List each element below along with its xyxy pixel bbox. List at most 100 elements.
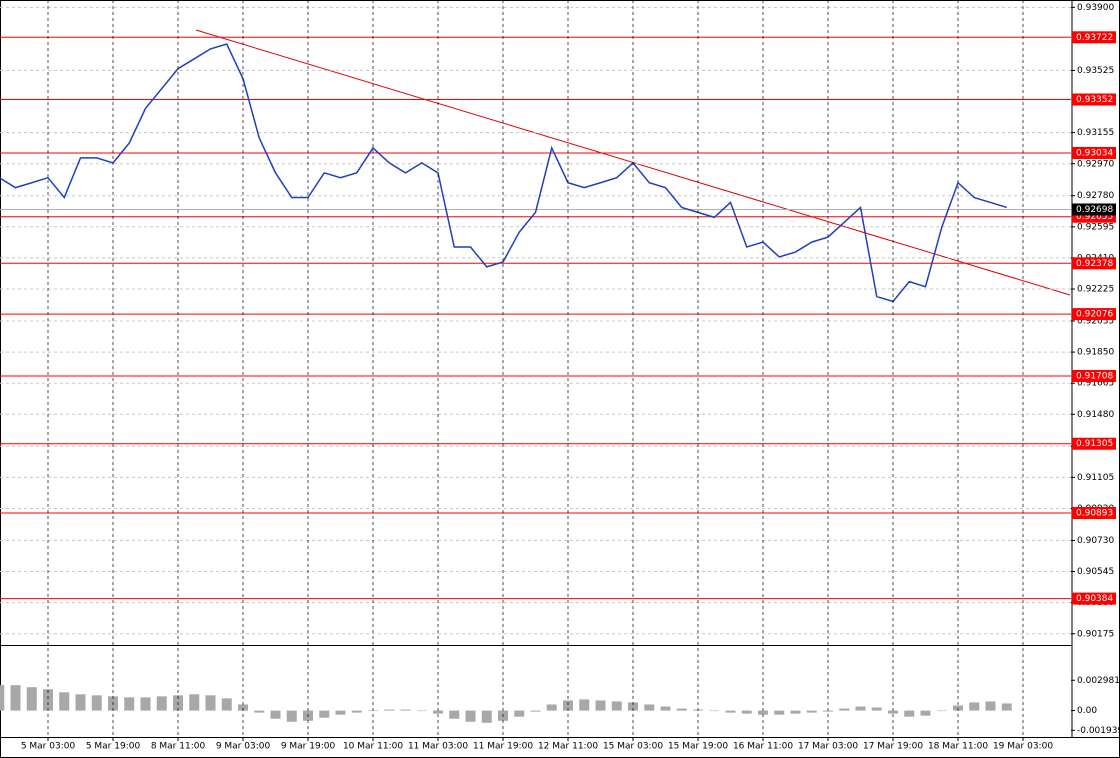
oscillator-bar bbox=[563, 700, 573, 711]
x-tick-label: 9 Mar 19:00 bbox=[281, 742, 336, 752]
oscillator-bar bbox=[839, 708, 850, 711]
oscillator-bar bbox=[286, 710, 297, 722]
oscillator-bar bbox=[0, 685, 5, 711]
level-label-box bbox=[1072, 146, 1116, 159]
y-tick-label: 0.90730 bbox=[1077, 536, 1114, 546]
oscillator-bar bbox=[741, 710, 752, 714]
x-tick-label: 8 Mar 11:00 bbox=[151, 742, 206, 752]
level-label: 0.93034 bbox=[1076, 148, 1113, 158]
oscillator-bar bbox=[758, 710, 768, 715]
oscillator-bar bbox=[888, 710, 898, 714]
oscillator-bar bbox=[156, 696, 167, 711]
y-tick-label: 0.00 bbox=[1077, 706, 1097, 716]
x-tick-label: 19 Mar 03:00 bbox=[993, 742, 1053, 752]
oscillator-bar bbox=[969, 702, 980, 711]
oscillator-bar bbox=[790, 710, 801, 714]
oscillator-bar bbox=[904, 710, 915, 717]
oscillator-bar bbox=[660, 706, 671, 711]
oscillator-bar bbox=[709, 710, 720, 712]
level-label: 0.90384 bbox=[1076, 594, 1113, 604]
x-tick-label: 15 Mar 03:00 bbox=[603, 742, 663, 752]
oscillator-bar bbox=[416, 710, 427, 712]
x-tick-label: 15 Mar 19:00 bbox=[668, 742, 728, 752]
oscillator-bar bbox=[806, 710, 817, 713]
oscillator-bar bbox=[335, 710, 346, 715]
x-tick-label: 11 Mar 19:00 bbox=[473, 742, 533, 752]
y-tick-label: 0.002981 bbox=[1077, 676, 1120, 686]
oscillator-bar bbox=[628, 702, 638, 711]
y-tick-label: 0.93900 bbox=[1077, 3, 1114, 13]
oscillator-bar bbox=[823, 710, 833, 712]
level-label-box bbox=[1072, 369, 1116, 382]
oscillator-bar bbox=[855, 706, 866, 711]
oscillator-bar bbox=[579, 699, 590, 711]
level-label-box bbox=[1072, 437, 1116, 450]
oscillator-bar bbox=[319, 710, 330, 718]
x-tick-label: 18 Mar 11:00 bbox=[928, 742, 988, 752]
x-tick-label: 9 Mar 03:00 bbox=[216, 742, 271, 752]
oscillator-bar bbox=[254, 710, 265, 713]
level-label-box bbox=[1072, 257, 1116, 270]
y-tick-label: 0.90545 bbox=[1077, 567, 1114, 577]
y-tick-label: -0.001939 bbox=[1077, 726, 1120, 736]
level-label: 0.92655 bbox=[1076, 212, 1113, 222]
x-tick-label: 17 Mar 19:00 bbox=[863, 742, 923, 752]
y-tick-label: 0.91480 bbox=[1077, 410, 1114, 420]
oscillator-bar bbox=[221, 698, 232, 711]
price-line bbox=[0, 43, 1007, 303]
oscillator-bar bbox=[725, 710, 736, 713]
y-tick-label: 0.92970 bbox=[1077, 159, 1114, 169]
oscillator-bar bbox=[384, 709, 395, 711]
oscillator-bar bbox=[351, 710, 362, 713]
oscillator-bar bbox=[920, 710, 931, 716]
y-tick-label: 0.92225 bbox=[1077, 285, 1114, 295]
level-label: 0.91305 bbox=[1076, 439, 1113, 449]
current-price-label: 0.92698 bbox=[1076, 205, 1113, 215]
oscillator-bar bbox=[985, 701, 996, 711]
x-tick-label: 10 Mar 11:00 bbox=[343, 742, 403, 752]
level-label: 0.91708 bbox=[1076, 371, 1113, 381]
level-label-box bbox=[1072, 308, 1116, 321]
level-label-box bbox=[1072, 93, 1116, 106]
oscillator-bar bbox=[400, 709, 411, 711]
current-price-box bbox=[1072, 203, 1116, 216]
oscillator-bar bbox=[530, 710, 541, 712]
x-tick-label: 5 Mar 19:00 bbox=[86, 742, 141, 752]
oscillator-bar bbox=[59, 692, 70, 711]
oscillator-bar bbox=[238, 704, 248, 711]
oscillator-bar bbox=[75, 694, 86, 711]
oscillator-bar bbox=[546, 704, 557, 711]
oscillator-bar bbox=[514, 710, 525, 717]
oscillator-bar bbox=[449, 710, 460, 719]
y-tick-label: 0.91665 bbox=[1077, 379, 1114, 389]
y-tick-label: 0.91105 bbox=[1077, 473, 1114, 483]
level-label: 0.92076 bbox=[1076, 310, 1113, 320]
oscillator-bar bbox=[1001, 703, 1012, 711]
oscillator-bar bbox=[611, 701, 622, 711]
x-tick-label: 12 Mar 11:00 bbox=[538, 742, 598, 752]
level-label-box bbox=[1072, 507, 1116, 520]
y-tick-label: 0.92035 bbox=[1077, 316, 1114, 326]
y-tick-label: 0.93155 bbox=[1077, 128, 1114, 138]
level-label: 0.93352 bbox=[1076, 95, 1113, 105]
level-label: 0.93722 bbox=[1076, 33, 1113, 43]
y-tick-label: 0.93525 bbox=[1077, 66, 1114, 76]
y-tick-label: 0.90175 bbox=[1077, 629, 1114, 639]
oscillator-bar bbox=[676, 708, 687, 711]
oscillator-bar bbox=[871, 707, 882, 711]
oscillator-bar bbox=[189, 694, 200, 711]
x-tick-label: 5 Mar 03:00 bbox=[21, 742, 76, 752]
oscillator-bar bbox=[43, 689, 53, 711]
level-label: 0.90893 bbox=[1076, 509, 1113, 519]
oscillator-bar bbox=[481, 710, 492, 723]
oscillator-bar bbox=[465, 710, 476, 722]
oscillator-bar bbox=[774, 710, 785, 715]
oscillator-bar bbox=[91, 695, 102, 711]
oscillator-bar bbox=[936, 710, 947, 712]
oscillator-bar bbox=[140, 697, 151, 711]
oscillator-bar bbox=[270, 710, 281, 719]
x-tick-label: 16 Mar 11:00 bbox=[733, 742, 793, 752]
oscillator-bar bbox=[644, 704, 655, 711]
